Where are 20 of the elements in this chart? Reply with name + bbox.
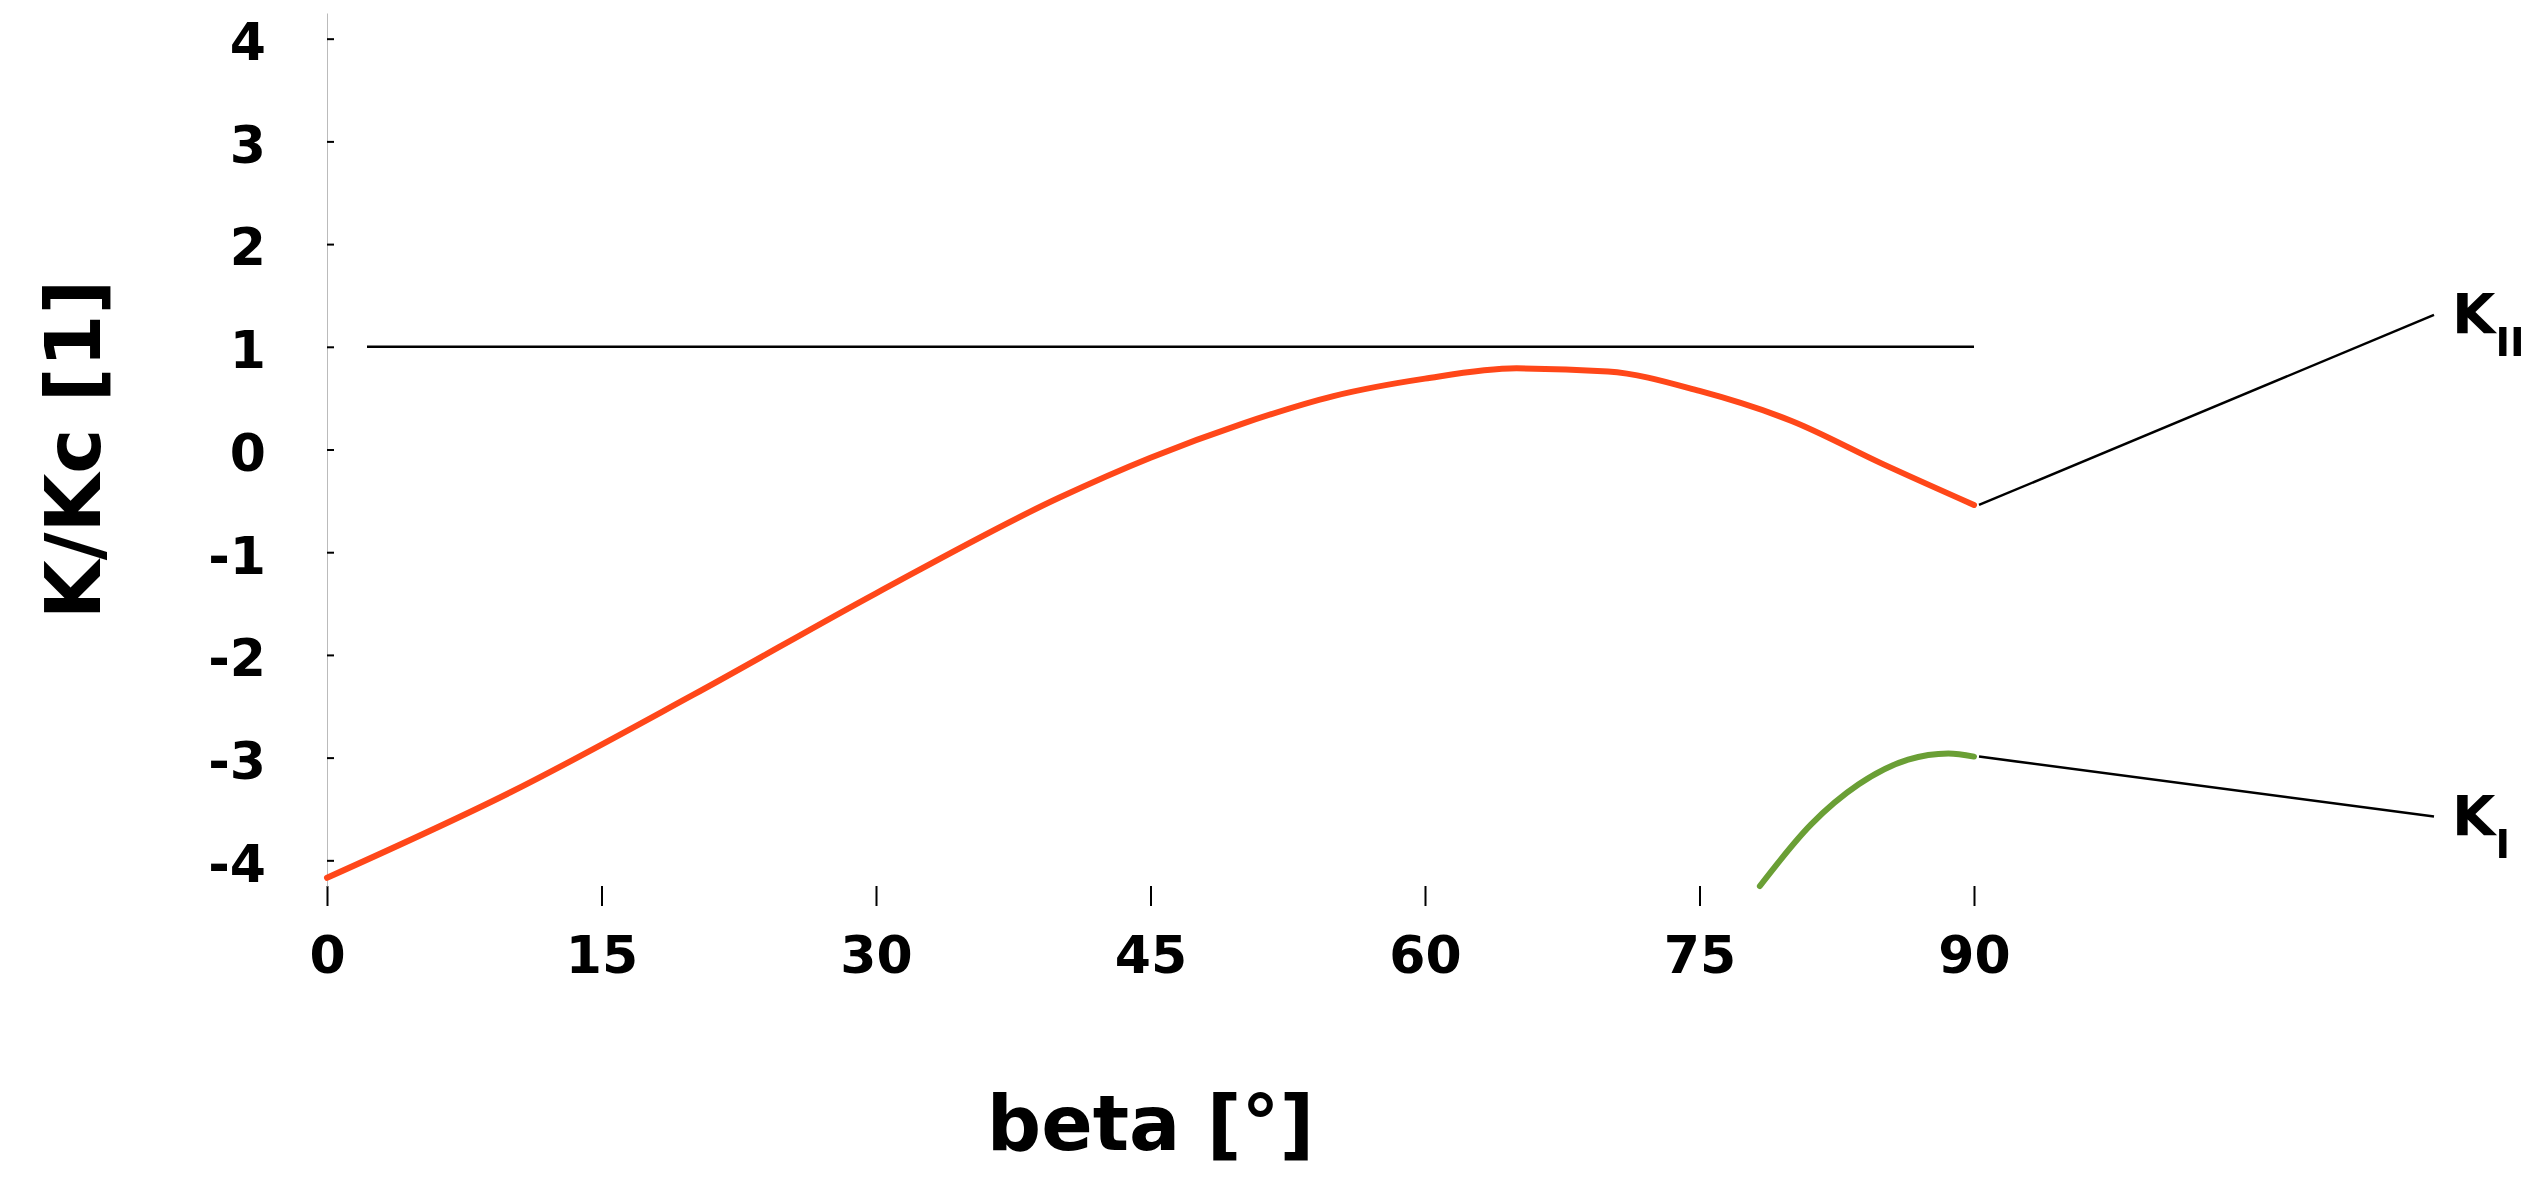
y-tick-label: -2 <box>208 628 266 689</box>
y-tick-label: 1 <box>229 320 266 381</box>
y-tick-label: 4 <box>229 11 266 72</box>
y-tick-label: -1 <box>208 525 266 586</box>
x-tick-label: 75 <box>1663 924 1737 985</box>
x-tick-label: 60 <box>1389 924 1462 985</box>
x-axis-title: beta [°] <box>986 1079 1315 1168</box>
x-tick-label: 90 <box>1938 924 2011 985</box>
annotation: K$_{II}$ <box>2452 280 2525 365</box>
y-tick-label: 3 <box>229 114 266 175</box>
x-tick-label: 45 <box>1114 924 1188 985</box>
annotation: K$_{I}$ <box>2452 782 2510 867</box>
y-tick-label: 0 <box>229 422 266 483</box>
y-axis-title: K/Kc [1] <box>29 279 118 620</box>
x-tick-label: 30 <box>840 924 913 985</box>
y-tick-label: 2 <box>229 217 266 278</box>
x-tick-label: 15 <box>565 924 639 985</box>
y-tick-label: -3 <box>208 730 266 791</box>
x-tick-label: 0 <box>309 924 346 985</box>
y-tick-label: -4 <box>208 833 266 894</box>
